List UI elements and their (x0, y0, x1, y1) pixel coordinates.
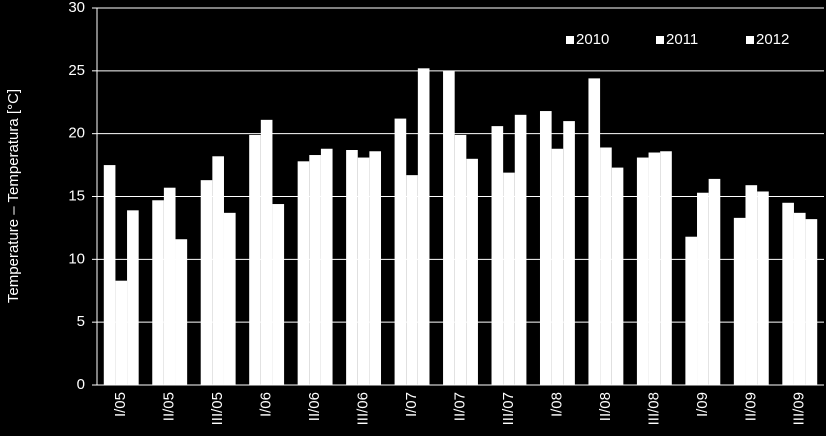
bar (115, 280, 128, 385)
bar (127, 210, 139, 385)
bar (260, 119, 273, 386)
y-tick-label: 15 (68, 187, 85, 204)
y-tick-label: 30 (68, 0, 85, 16)
bar (660, 151, 672, 385)
x-tick-label: I/09 (694, 392, 711, 417)
y-tick-label: 5 (77, 313, 85, 330)
bar (212, 156, 224, 385)
bar (320, 148, 333, 385)
bar (708, 178, 721, 385)
bar (297, 161, 310, 385)
legend-label: 2010 (576, 31, 609, 48)
y-axis-label: Temperature – Temperatura [°C] (5, 89, 22, 303)
x-tick-label: II/06 (306, 392, 323, 421)
bar (793, 212, 806, 385)
bar (466, 158, 478, 385)
bar (200, 180, 213, 385)
bar (369, 151, 382, 385)
bar (551, 148, 564, 385)
bar (563, 121, 575, 385)
x-tick-label: II/08 (597, 392, 614, 421)
bar (757, 191, 769, 385)
x-tick-label: III/07 (500, 392, 517, 425)
y-tick-label: 25 (68, 62, 85, 79)
bar (406, 175, 418, 385)
bar (600, 147, 612, 385)
legend-label: 2011 (666, 31, 698, 48)
bar (163, 187, 176, 385)
x-tick-label: I/06 (258, 392, 275, 417)
bar (503, 172, 515, 385)
y-tick-label: 10 (68, 250, 85, 267)
x-tick-label: I/07 (403, 392, 420, 417)
bar (394, 118, 407, 385)
bar (309, 155, 321, 385)
bar (272, 204, 285, 385)
x-tick-label: II/09 (742, 392, 759, 421)
y-tick-label: 0 (77, 376, 85, 393)
bar (745, 185, 758, 385)
x-tick-label: II/05 (161, 392, 178, 421)
bar (223, 212, 236, 385)
bar (539, 111, 552, 386)
legend-swatch (566, 36, 574, 44)
bar (697, 192, 709, 385)
bar (636, 157, 649, 385)
legend-swatch (656, 36, 664, 44)
x-tick-label: I/08 (548, 392, 565, 417)
bar (782, 202, 794, 385)
bar (443, 70, 455, 385)
x-tick-label: III/06 (355, 392, 372, 425)
bar (152, 200, 164, 385)
bar (454, 134, 467, 385)
bar (805, 219, 818, 385)
legend-label: 2012 (756, 31, 789, 48)
bar (417, 68, 430, 385)
x-tick-label: III/08 (645, 392, 662, 425)
bar (648, 152, 661, 385)
bar (103, 165, 116, 385)
bar (175, 239, 188, 385)
bar (357, 157, 370, 385)
bar (611, 167, 624, 385)
x-tick-label: III/09 (791, 392, 808, 425)
x-tick-label: III/05 (209, 392, 226, 425)
bar (346, 150, 358, 385)
y-tick-label: 20 (68, 125, 85, 142)
x-tick-label: I/05 (112, 392, 129, 417)
bar (733, 217, 746, 385)
x-tick-label: II/07 (451, 392, 468, 421)
bar (249, 134, 261, 385)
bar (491, 126, 504, 386)
bar (685, 236, 698, 385)
legend-swatch (746, 36, 754, 44)
bar (588, 78, 601, 385)
bar (514, 114, 527, 386)
